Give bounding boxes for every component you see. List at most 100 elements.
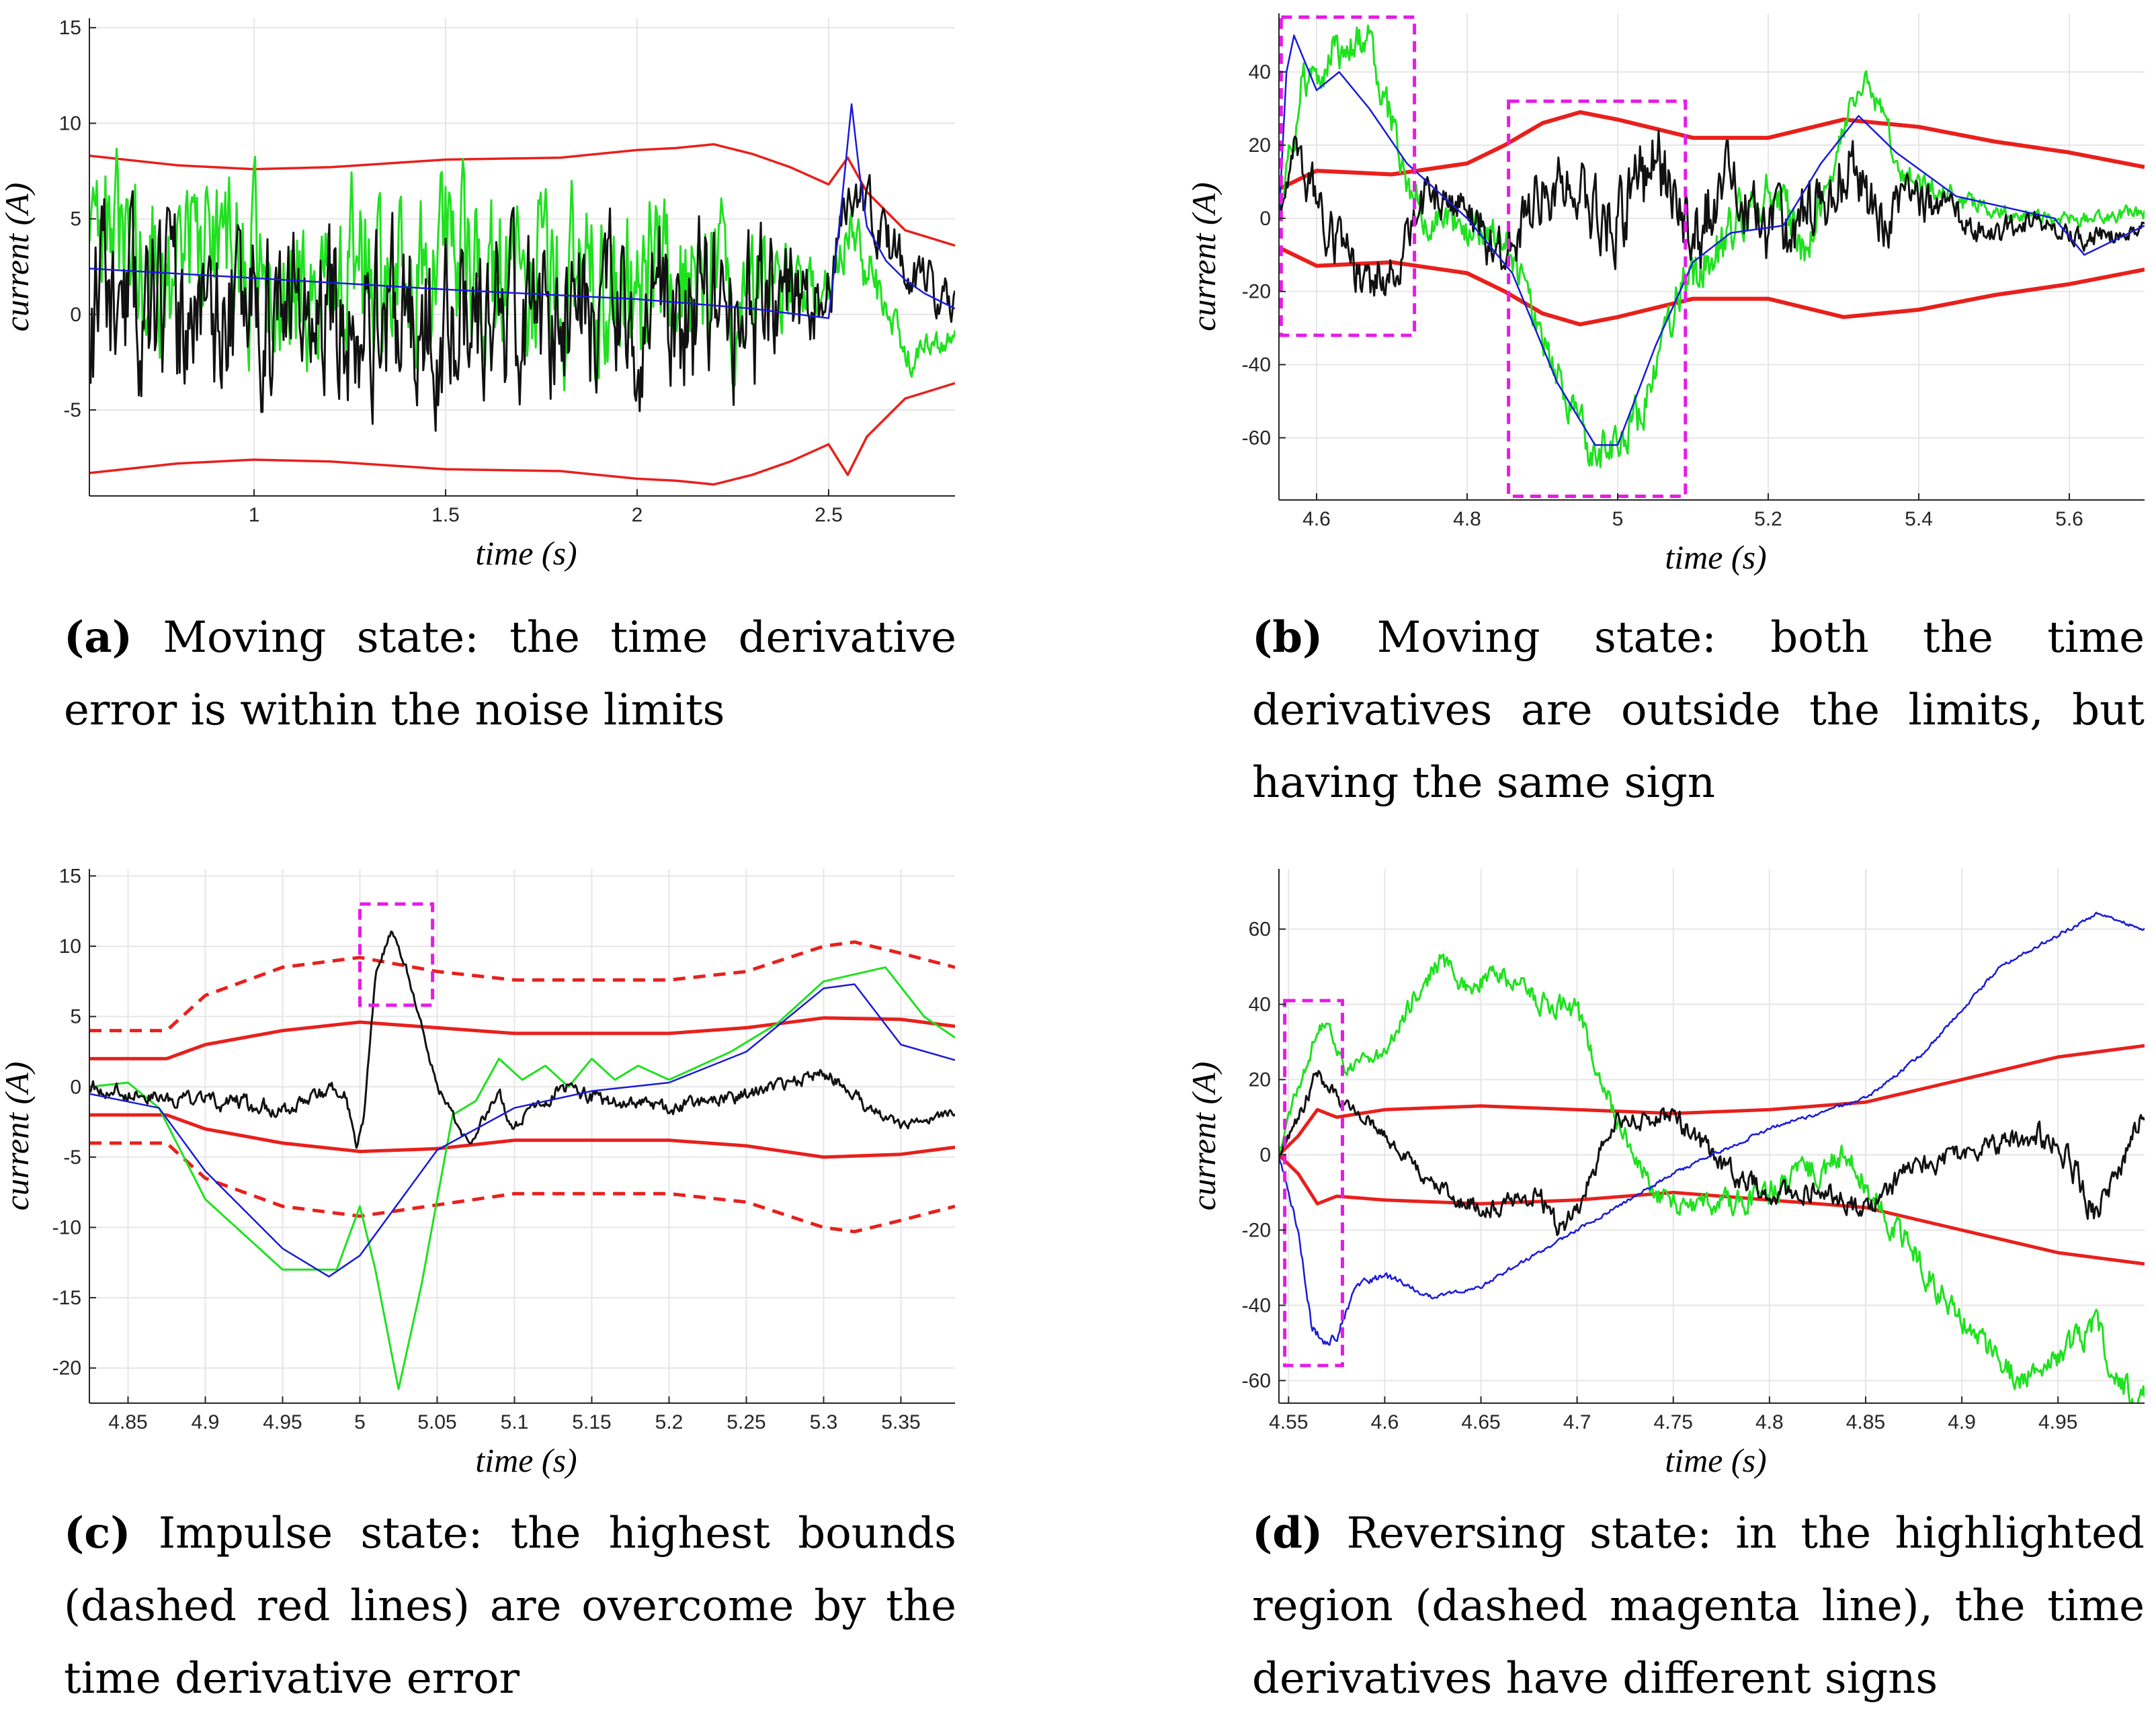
caption-a-text: Moving state: the time derivative error …: [64, 613, 957, 735]
chart-b-xtick-label: 5.2: [1754, 508, 1782, 530]
chart-d-series-red-0: [1279, 1044, 2145, 1157]
chart-d: 4.55 4.6 4.65 4.7 4.75 4.8 4.85 4.9 4.95 -60 -40 -2…: [1185, 869, 2145, 1479]
chart-d-series-green-2: [1279, 953, 2145, 1403]
chart-b-series-green-2: [1279, 24, 2145, 468]
chart-c-xtick-label: 4.9: [192, 1411, 220, 1433]
chart-c-series-black-5: [89, 930, 955, 1149]
chart-b-xtick-label: 5: [1612, 508, 1624, 530]
chart-b-highlight-box: [1279, 15, 1417, 337]
chart-a-ytick-label: 10: [59, 112, 81, 134]
chart-d-xtick-label: 4.7: [1563, 1411, 1591, 1433]
chart-d-xtick-label: 4.85: [1846, 1411, 1885, 1433]
chart-a-plot-area: [89, 103, 955, 486]
chart-c-xtick-label: 5.2: [655, 1411, 683, 1433]
chart-c-ytick-label: -20: [52, 1357, 81, 1380]
chart-a-xtick-label: 1: [249, 504, 260, 526]
chart-c-series-red-3: [89, 1141, 955, 1234]
chart-a-series-black-3: [89, 173, 955, 432]
chart-b-series-red-1: [1279, 245, 2145, 327]
chart-b: 4.6 4.8 5 5.2 5.4 5.6 -60 -40 -20 0 20 40 time (s) cu…: [1185, 13, 2145, 576]
chart-b-ytick-label: 0: [1259, 208, 1271, 230]
chart-c-ylabel: current (A): [0, 1062, 36, 1211]
chart-a-series-red-0: [89, 142, 955, 247]
chart-b-ylabel: current (A): [1185, 182, 1222, 331]
chart-d-xtick-label: 4.6: [1371, 1411, 1399, 1433]
chart-d-plot-area: [1279, 911, 2145, 1403]
chart-b-xtick-label: 5.6: [2055, 508, 2083, 530]
chart-d-xtick-label: 4.75: [1654, 1411, 1693, 1433]
panel-d: 4.55 4.6 4.65 4.7 4.75 4.8 4.85 4.9 4.95 -60 -40 -2…: [0, 860, 2156, 1721]
caption-d: (d) Reversing state: in the highlighted …: [1252, 1497, 2145, 1715]
caption-b-label: (b): [1252, 612, 1323, 663]
chart-d-xtick-label: 4.9: [1948, 1411, 1976, 1433]
chart-a-ytick-label: -5: [63, 399, 81, 421]
chart-d-xtick-label: 4.55: [1269, 1411, 1308, 1433]
chart-c-xtick-label: 5.1: [501, 1411, 529, 1433]
chart-b-series-black-3: [1279, 130, 2145, 297]
chart-c-xtick-label: 5.05: [417, 1411, 456, 1433]
chart-a-xtick-label: 1.5: [431, 504, 460, 526]
chart-d-ytick-label: 40: [1249, 994, 1271, 1016]
chart-c-xtick-label: 5.3: [810, 1411, 838, 1433]
chart-c-ytick-label: -5: [63, 1146, 81, 1169]
chart-a-series-red-1: [89, 382, 955, 486]
chart-d-ylabel: current (A): [1185, 1062, 1222, 1211]
chart-d-ytick-label: -20: [1242, 1219, 1271, 1241]
chart-d-xtick-label: 4.65: [1461, 1411, 1500, 1433]
panel-a: 1 1.5 2 2.5 -5 0 5 10 15 time (s) current (A) (a) …: [0, 0, 1078, 860]
chart-a-ytick-label: 0: [70, 304, 81, 326]
caption-a-label: (a): [64, 612, 133, 663]
chart-c-series-red-1: [89, 1113, 955, 1159]
chart-c-xtick-label: 4.95: [263, 1411, 302, 1433]
chart-b-ytick-label: -20: [1242, 281, 1271, 303]
chart-d-ytick-label: 0: [1259, 1144, 1271, 1166]
chart-d-series-red-1: [1279, 1153, 2145, 1266]
chart-c-ytick-label: 15: [59, 865, 81, 887]
chart-c-series-red-2: [89, 940, 955, 1033]
caption-a: (a) Moving state: the time derivative er…: [64, 601, 956, 747]
chart-b-ytick-label: -60: [1242, 427, 1271, 449]
chart-a-ylabel: current (A): [0, 183, 36, 332]
chart-d-ytick-label: -60: [1242, 1370, 1271, 1392]
chart-b-ytick-label: 40: [1249, 61, 1271, 83]
chart-a-xlabel: time (s): [475, 534, 577, 572]
chart-d-ytick-label: 60: [1249, 919, 1271, 941]
chart-c-ytick-label: -15: [52, 1287, 81, 1309]
chart-a-xtick-label: 2.5: [815, 504, 843, 526]
chart-d-xtick-label: 4.95: [2038, 1411, 2077, 1433]
chart-a-ytick-label: 5: [70, 208, 81, 230]
panel-b: 4.6 4.8 5 5.2 5.4 5.6 -60 -40 -20 0 20 40 time (s) cu…: [0, 0, 2156, 860]
caption-c-text: Impulse state: the highest bounds (dashe…: [64, 1509, 957, 1704]
chart-b-ytick-label: -40: [1242, 354, 1271, 376]
chart-c-ytick-label: 10: [59, 935, 81, 958]
chart-d-series-blue-4: [1279, 911, 2145, 1346]
caption-d-label: (d): [1252, 1508, 1323, 1558]
caption-c-label: (c): [64, 1508, 131, 1558]
chart-c-xtick-label: 5: [354, 1411, 366, 1433]
chart-c-ytick-label: -10: [52, 1216, 81, 1239]
chart-c-xtick-label: 5.35: [881, 1411, 920, 1433]
chart-b-ytick-label: 20: [1249, 134, 1271, 157]
chart-c-xlabel: time (s): [475, 1441, 577, 1479]
chart-c-xtick-label: 5.25: [727, 1411, 765, 1433]
chart-b-xtick-label: 4.6: [1302, 508, 1331, 530]
chart-c-xtick-label: 4.85: [108, 1411, 147, 1433]
chart-b-series-blue-4: [1279, 34, 2145, 446]
chart-c-series-green-4: [89, 966, 955, 1390]
chart-a-series-blue-4: [89, 103, 955, 319]
chart-c: 4.85 4.9 4.95 5 5.05 5.1 5.15 5.2 5.25 5.3 5.35 -20…: [0, 865, 955, 1479]
panel-c: 4.85 4.9 4.95 5 5.05 5.1 5.15 5.2 5.25 5.3 5.35 -20…: [0, 860, 1078, 1721]
chart-d-series-black-3: [1279, 1070, 2145, 1236]
chart-a-ytick-label: 15: [59, 17, 81, 39]
chart-b-xlabel: time (s): [1665, 538, 1766, 576]
chart-c-plot-area: [89, 930, 955, 1390]
chart-a: 1 1.5 2 2.5 -5 0 5 10 15 time (s) current (A): [0, 17, 955, 572]
chart-b-xtick-label: 4.8: [1453, 508, 1481, 530]
chart-b-series-red-0: [1279, 110, 2145, 191]
chart-b-plot-area: [1279, 24, 2145, 468]
chart-c-highlight-box: [358, 902, 435, 1007]
chart-c-series-red-0: [89, 1016, 955, 1060]
chart-d-ytick-label: -40: [1242, 1294, 1271, 1316]
chart-d-ytick-label: 20: [1249, 1069, 1271, 1091]
caption-c: (c) Impulse state: the highest bounds (d…: [64, 1497, 956, 1715]
